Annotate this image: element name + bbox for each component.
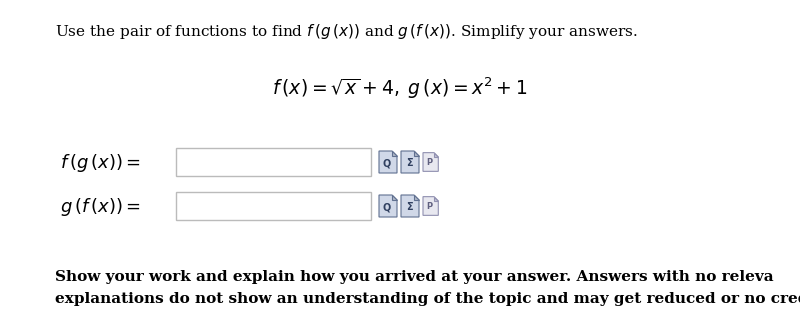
Polygon shape [434, 197, 438, 201]
Text: $f\,(g\,(x)) =$: $f\,(g\,(x)) =$ [60, 152, 141, 174]
Polygon shape [423, 153, 438, 171]
Polygon shape [414, 151, 419, 156]
Polygon shape [379, 151, 397, 173]
Polygon shape [392, 195, 397, 200]
Polygon shape [414, 195, 419, 200]
Text: Q: Q [383, 158, 391, 168]
Polygon shape [401, 195, 419, 217]
Text: Use the pair of functions to find $f\,(g\,(x))$ and $g\,(f\,(x))$. Simplify your: Use the pair of functions to find $f\,(g… [55, 22, 638, 41]
Text: P: P [426, 158, 433, 167]
Text: Show your work and explain how you arrived at your answer. Answers with no relev: Show your work and explain how you arriv… [55, 270, 774, 284]
Bar [176, 148, 371, 176]
Polygon shape [379, 195, 397, 217]
Bar [176, 192, 371, 220]
Text: P: P [426, 202, 433, 211]
Polygon shape [434, 153, 438, 157]
Text: $f\,(x) = \sqrt{x} + 4,\; g\,(x) = x^2 + 1$: $f\,(x) = \sqrt{x} + 4,\; g\,(x) = x^2 +… [272, 75, 528, 101]
Text: explanations do not show an understanding of the topic and may get reduced or no: explanations do not show an understandin… [55, 292, 800, 306]
Polygon shape [392, 151, 397, 156]
Text: $g\,(f\,(x)) =$: $g\,(f\,(x)) =$ [60, 196, 141, 218]
Text: Σ: Σ [406, 158, 412, 168]
Polygon shape [423, 197, 438, 215]
Text: Q: Q [383, 202, 391, 212]
Text: Σ: Σ [406, 202, 412, 212]
Polygon shape [401, 151, 419, 173]
